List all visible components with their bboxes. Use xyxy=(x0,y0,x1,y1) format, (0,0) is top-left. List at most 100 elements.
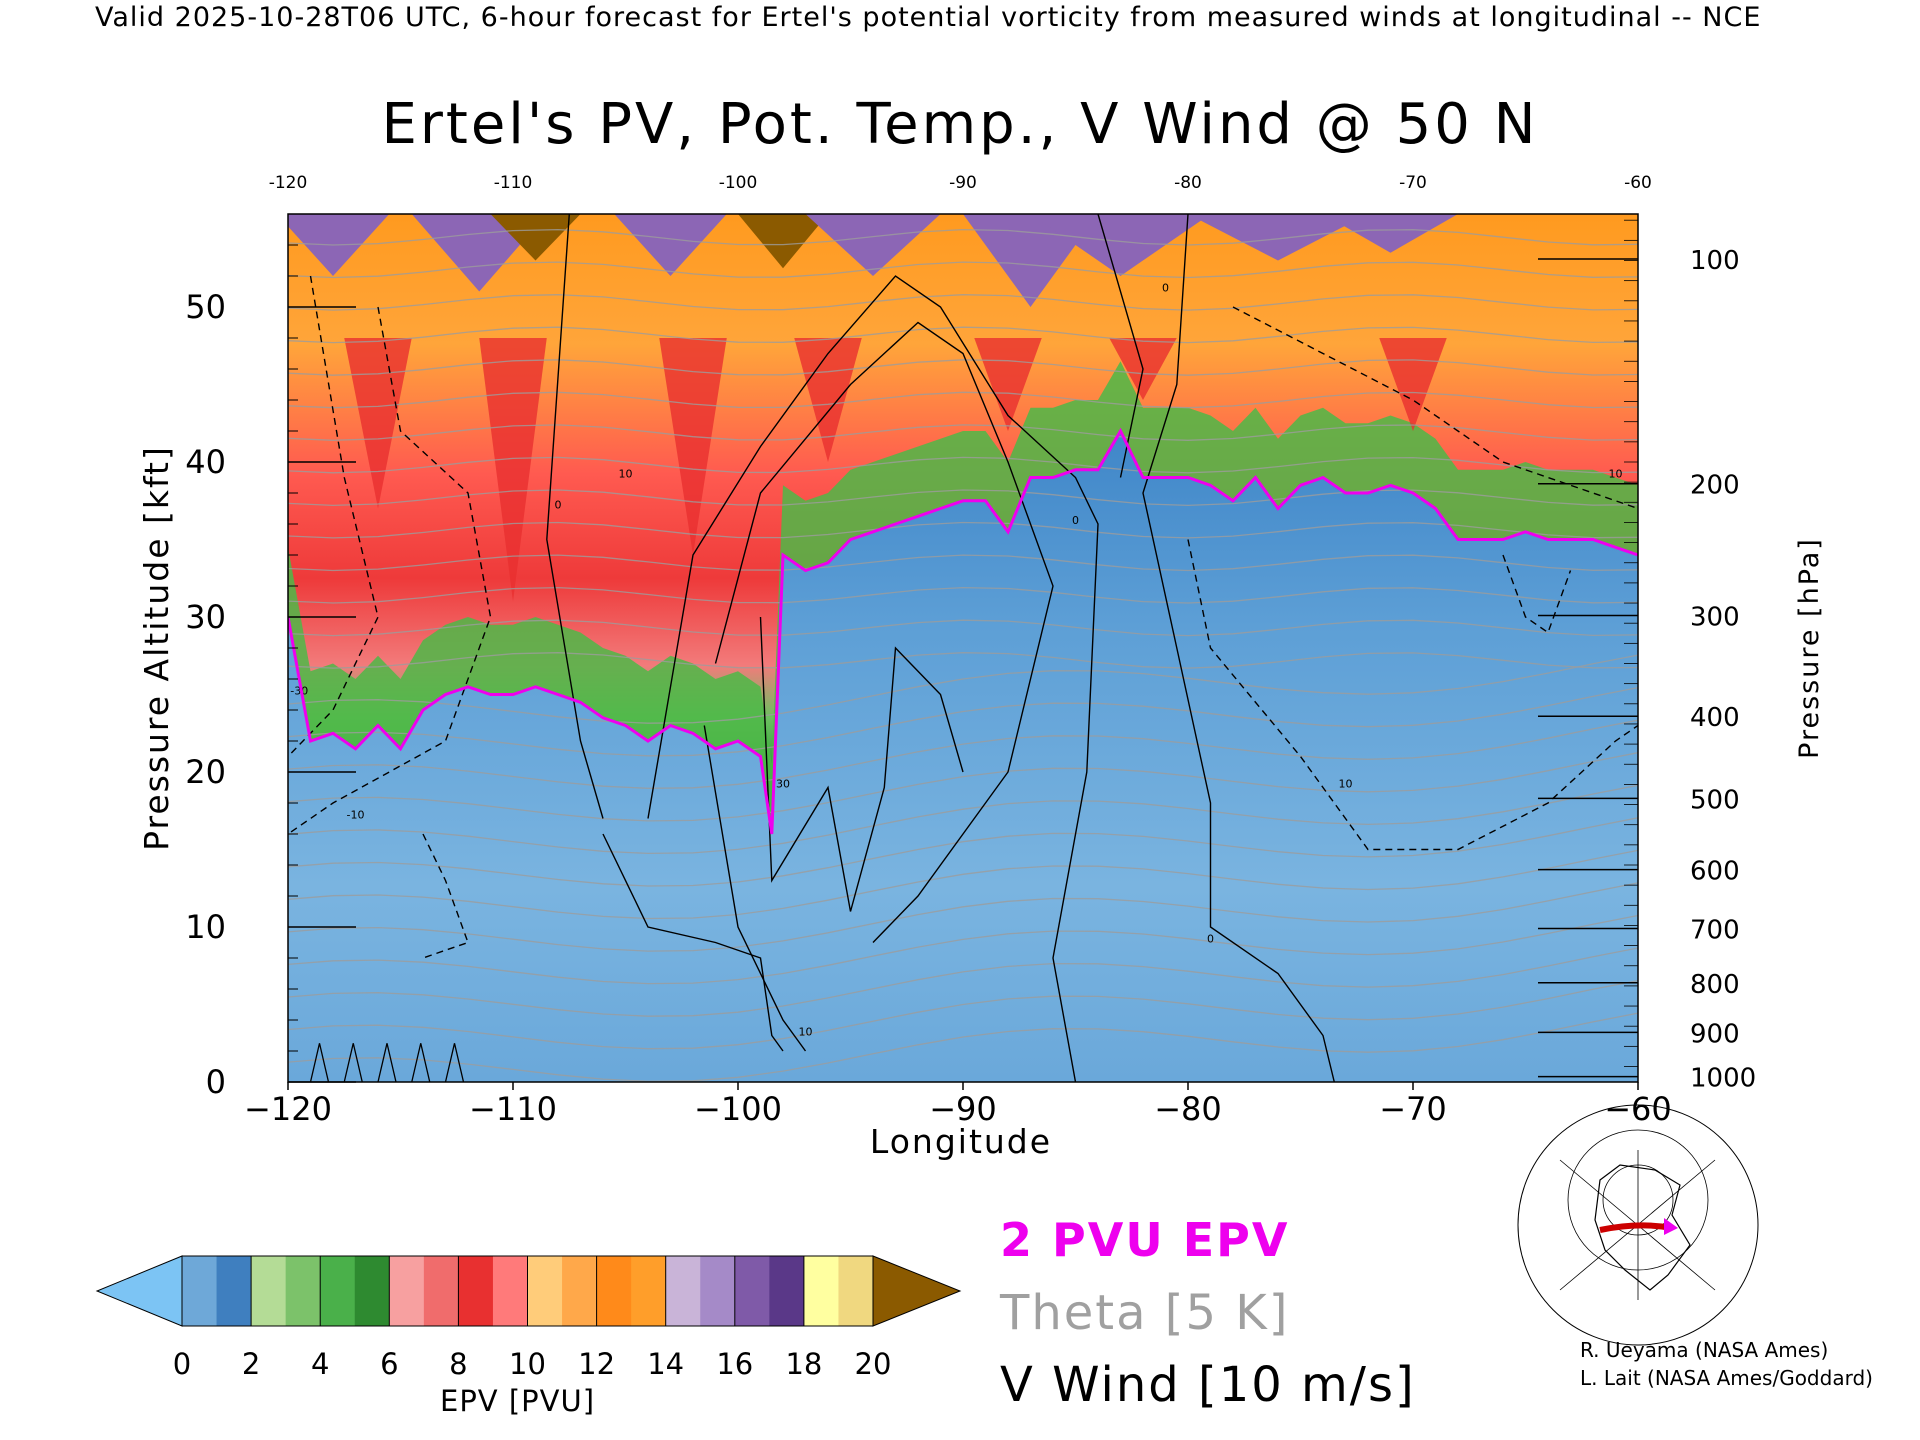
x-tick-label: −100 xyxy=(694,1090,782,1128)
theta-contour xyxy=(288,882,1638,952)
two-pvu-contour xyxy=(288,427,1638,835)
colorbar-swatch xyxy=(700,1256,736,1326)
v-wind-positive-contour xyxy=(759,616,964,912)
theta-contour xyxy=(288,294,1638,311)
theta-contour xyxy=(288,914,1638,985)
y-right-tick-label: 600 xyxy=(1690,857,1740,887)
x-tick-label: −110 xyxy=(469,1090,557,1128)
v-wind-contour-label: 10 xyxy=(619,468,633,481)
theta-contour xyxy=(288,686,1638,757)
v-wind-contour-label: 0 xyxy=(1072,514,1079,527)
theta-contour xyxy=(288,752,1638,822)
pv-peak xyxy=(614,214,727,276)
colorbar-tick-label: 10 xyxy=(509,1347,546,1381)
colorbar-swatch xyxy=(527,1256,563,1326)
theta-contour xyxy=(288,586,1638,604)
colorbar-tick-label: 12 xyxy=(578,1347,615,1381)
theta-contour xyxy=(288,784,1638,855)
theta-contour xyxy=(288,652,1638,669)
v-wind-contours: 0 10 30 10 0 0 0 10 10 -30 -10 xyxy=(288,214,1638,1082)
v-wind-contour-label: 10 xyxy=(1609,468,1623,481)
v-wind-contour-label: 10 xyxy=(799,1026,813,1039)
x-axis-bottom: −120 −110 −100 −90 −80 −70 −60 xyxy=(244,1082,1672,1128)
v-wind-contour-label: -10 xyxy=(347,809,365,822)
colorbar-swatch xyxy=(216,1256,252,1326)
epv-colorbar: 0 2 4 6 8 10 12 14 16 18 20 xyxy=(95,1255,962,1381)
v-wind-negative-contour xyxy=(422,833,469,959)
y-axis-right: 1000 900 800 700 600 500 400 300 200 100 xyxy=(1538,219,1756,1094)
colorbar-swatch xyxy=(596,1256,632,1326)
colorbar-swatch xyxy=(458,1256,494,1326)
colorbar-tick-label: 6 xyxy=(380,1347,398,1381)
x-top-tick-label: -110 xyxy=(494,173,533,193)
pv-tongue xyxy=(974,338,1042,431)
green-pv-band xyxy=(288,361,1638,834)
v-wind-positive-contour xyxy=(546,214,604,819)
credit-line-1: R. Ueyama (NASA Ames) xyxy=(1580,1338,1829,1362)
y-left-tick-label: 0 xyxy=(206,1063,226,1101)
theta-contour xyxy=(288,719,1638,789)
colorbar-tick-label: 0 xyxy=(173,1347,191,1381)
plot-area: 0 10 30 10 0 0 0 10 10 -30 -10 xyxy=(288,214,1638,1082)
pv-peak xyxy=(490,214,581,261)
v-wind-negative-contour xyxy=(1232,306,1638,510)
valid-time-header: Valid 2025-10-28T06 UTC, 6-hour forecast… xyxy=(95,2,1762,33)
y-right-tick-label: 500 xyxy=(1690,785,1740,815)
colorbar-swatch xyxy=(803,1256,839,1326)
x-tick-label: −90 xyxy=(929,1090,997,1128)
colorbar-swatch xyxy=(631,1256,667,1326)
theta-contour xyxy=(288,456,1638,474)
v-wind-contour-label: 10 xyxy=(1339,778,1353,791)
colorbar-swatch xyxy=(423,1256,459,1326)
x-top-tick-label: -90 xyxy=(949,173,977,193)
colorbar-swatch xyxy=(182,1256,218,1326)
y-right-tick-label: 900 xyxy=(1690,1019,1740,1049)
x-tick-label: −60 xyxy=(1604,1090,1672,1128)
v-wind-negative-contour xyxy=(1502,554,1572,634)
theta-contours xyxy=(288,228,1638,1082)
v-wind-contour-label: -30 xyxy=(290,685,308,698)
map-direction-arrow xyxy=(1664,1218,1678,1235)
colorbar-swatch xyxy=(320,1256,356,1326)
theta-contour xyxy=(288,391,1638,409)
colorbar-swatch xyxy=(389,1256,425,1326)
colorbar-tick-label: 14 xyxy=(647,1347,684,1381)
v-wind-positive-contour xyxy=(1142,214,1335,1082)
y-right-tick-label: 300 xyxy=(1690,602,1740,632)
surface-contour xyxy=(377,1043,397,1082)
legend-theta: Theta [5 K] xyxy=(1000,1285,1290,1341)
x-top-tick-label: -60 xyxy=(1624,173,1652,193)
x-axis-top: -120 -110 -100 -90 -80 -70 -60 xyxy=(269,173,1652,193)
theta-contour xyxy=(288,947,1638,1017)
colorbar-swatch xyxy=(734,1256,770,1326)
pv-peak xyxy=(1323,214,1458,253)
x-top-tick-label: -70 xyxy=(1399,173,1427,193)
colorbar-over-arrow xyxy=(872,1255,962,1327)
pv-peak xyxy=(738,214,828,269)
y-right-tick-label: 200 xyxy=(1690,471,1740,501)
surface-contour xyxy=(309,1043,330,1082)
x-top-tick-label: -100 xyxy=(719,173,758,193)
v-wind-positive-contour xyxy=(714,321,1054,943)
x-tick-label: −80 xyxy=(1154,1090,1222,1128)
y-left-tick-label: 30 xyxy=(185,598,226,636)
surface-contour xyxy=(411,1043,431,1082)
theta-contour xyxy=(288,554,1638,572)
theta-contour xyxy=(288,228,1638,246)
legend-vwind: V Wind [10 m/s] xyxy=(1000,1357,1416,1413)
colorbar-swatch xyxy=(285,1256,321,1326)
v-wind-positive-contour xyxy=(647,275,1099,1082)
v-wind-contour-label: 30 xyxy=(776,778,790,791)
y-axis-right-label: Pressure [hPa] xyxy=(1794,537,1825,759)
y-right-tick-label: 700 xyxy=(1690,916,1740,946)
colorbar-tick-label: 16 xyxy=(716,1347,753,1381)
x-axis-label: Longitude xyxy=(870,1122,1052,1161)
y-axis-left: 0 10 20 30 40 50 xyxy=(185,213,356,1101)
y-left-tick-label: 50 xyxy=(185,288,226,326)
y-right-tick-label: 1000 xyxy=(1690,1064,1756,1094)
v-wind-contour-label: 0 xyxy=(555,499,562,512)
pv-peak xyxy=(1188,214,1368,261)
v-wind-negative-contour xyxy=(288,275,379,757)
colorbar-swatch xyxy=(492,1256,528,1326)
